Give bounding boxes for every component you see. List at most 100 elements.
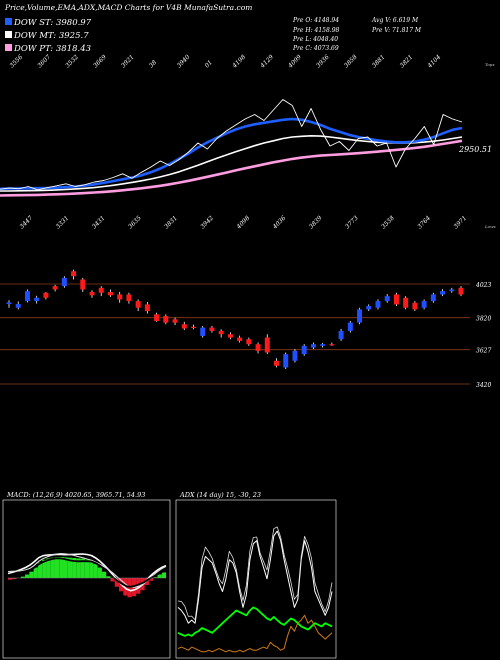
candle-body-11 xyxy=(107,291,113,296)
legend-swatch-st xyxy=(5,18,12,25)
legend-swatch-mt xyxy=(5,31,12,38)
candle-body-38 xyxy=(357,309,363,323)
candle-body-6 xyxy=(61,277,67,287)
top-label-5: 38 xyxy=(148,59,158,69)
top-label-8: 4198 xyxy=(231,54,248,71)
candle-body-16 xyxy=(154,314,160,321)
candle-body-4 xyxy=(43,292,49,298)
top-label-7: 01 xyxy=(204,59,214,69)
candle-body-30 xyxy=(283,354,289,368)
mid-label-10: 3538 xyxy=(380,215,396,231)
candle-body-34 xyxy=(320,344,326,346)
macd-bar-11 xyxy=(54,557,60,578)
macd-bar-24 xyxy=(110,578,115,582)
adx-series-adx xyxy=(177,606,333,637)
macd-bar-5 xyxy=(29,571,34,578)
mid-panel-tag: Lowx xyxy=(484,224,496,229)
macd-bar-35 xyxy=(157,574,162,578)
mid-label-12: 3971 xyxy=(452,215,468,231)
top-label-13: 3881 xyxy=(371,54,387,70)
macd-bar-23 xyxy=(106,576,111,578)
stat-high: Pre H: 4158.98 xyxy=(292,27,340,34)
macd-panel xyxy=(7,552,167,598)
adx-panel-frame xyxy=(175,499,337,659)
stat-pre-volume: Pre V: 71.817 M xyxy=(371,27,422,34)
adx-series-pdi-shadow xyxy=(177,526,333,621)
mid-label-5: 3942 xyxy=(199,215,215,231)
candle-body-47 xyxy=(440,291,446,295)
macd-bar-17 xyxy=(80,558,85,578)
candle-body-32 xyxy=(301,345,307,355)
candle-body-42 xyxy=(393,294,399,305)
macd-line xyxy=(7,553,167,592)
candle-body-24 xyxy=(227,334,233,338)
adx-panel xyxy=(177,526,333,653)
candle-body-27 xyxy=(255,344,261,351)
candle-body-36 xyxy=(338,330,344,340)
candle-body-35 xyxy=(329,344,335,346)
mid-label-8: 3839 xyxy=(308,215,324,231)
candle-body-17 xyxy=(163,316,169,323)
legend-swatch-pt xyxy=(5,44,12,51)
candle-body-28 xyxy=(264,337,270,353)
chart-title: Price,Volume,EMA,ADX,MACD Charts for V4B… xyxy=(4,3,252,12)
macd-bar-27 xyxy=(123,578,128,596)
mid-label-1: 3331 xyxy=(55,215,71,231)
top-label-12: 3858 xyxy=(343,54,359,70)
candle-body-46 xyxy=(430,294,436,302)
candle-body-39 xyxy=(366,306,372,310)
ema-series-dow-mt xyxy=(0,135,463,192)
candle-body-23 xyxy=(218,330,224,335)
price-tick-1: 3820 xyxy=(476,316,491,323)
ohlc-stats: Pre O: 4148.94 Pre H: 4158.98 Pre L: 404… xyxy=(292,17,422,52)
macd-bar-4 xyxy=(25,574,30,578)
top-price-labels: 3556 3607 3532 3669 3921 38 3940 01 4198 4129 4099… xyxy=(8,54,442,71)
top-label-6: 3940 xyxy=(176,54,192,70)
mid-label-0: 3447 xyxy=(18,215,34,231)
adx-title: ADX (14 day) 15, -30, 23 xyxy=(179,491,261,499)
candle-body-0 xyxy=(6,302,12,305)
macd-bar-34 xyxy=(153,577,158,578)
macd-bar-22 xyxy=(101,571,107,578)
stat-low: Pre L: 4048.40 xyxy=(292,36,338,43)
candle-body-12 xyxy=(117,294,123,300)
candle-body-1 xyxy=(15,304,21,308)
mid-label-9: 3773 xyxy=(344,215,360,231)
candle-panel: 4023 3820 3627 3420 xyxy=(0,269,491,389)
candle-body-37 xyxy=(347,322,353,331)
price-tick-3: 3420 xyxy=(476,382,491,389)
stat-close: Pre C: 4073.69 xyxy=(292,45,339,52)
top-label-14: 3821 xyxy=(399,54,415,70)
macd-bar-33 xyxy=(148,578,154,581)
candle-body-8 xyxy=(80,279,86,290)
top-label-10: 4099 xyxy=(286,54,303,71)
macd-bar-20 xyxy=(93,564,98,578)
candle-body-10 xyxy=(98,287,104,293)
price-tick-0: 4023 xyxy=(475,282,491,289)
top-label-3: 3669 xyxy=(92,54,108,70)
candle-body-20 xyxy=(190,326,196,328)
candle-body-25 xyxy=(237,337,243,341)
legend-dow-pt: DOW PT: 3818.43 xyxy=(13,44,91,54)
top-panel-tag: Topx xyxy=(485,62,495,67)
macd-bar-28 xyxy=(127,578,132,598)
candle-body-2 xyxy=(24,291,30,302)
macd-bar-25 xyxy=(114,578,120,587)
candle-body-49 xyxy=(458,287,464,295)
legend-dow-mt: DOW MT: 3925.7 xyxy=(13,31,89,41)
mid-label-11: 3764 xyxy=(416,215,432,231)
macd-bar-15 xyxy=(72,558,77,578)
candle-body-9 xyxy=(89,291,95,296)
mid-price-labels: 3447 3331 3431 3635 3831 3942 4098 4036 3839 3773… xyxy=(18,215,468,232)
top-label-11: 3936 xyxy=(315,54,331,70)
legend-dow-st: DOW ST: 3980.97 xyxy=(13,18,92,28)
macd-bar-8 xyxy=(42,559,47,578)
legend: DOW ST: 3980.97 DOW MT: 3925.7 DOW PT: 3… xyxy=(5,18,92,54)
macd-shadow-line xyxy=(7,557,167,588)
macd-bar-3 xyxy=(20,576,26,578)
macd-bar-10 xyxy=(50,557,55,578)
stat-open: Pre O: 4148.94 xyxy=(292,17,339,24)
macd-title: MACD: (12,26,9) 4020.65, 3965.71, 54.93 xyxy=(6,491,145,499)
